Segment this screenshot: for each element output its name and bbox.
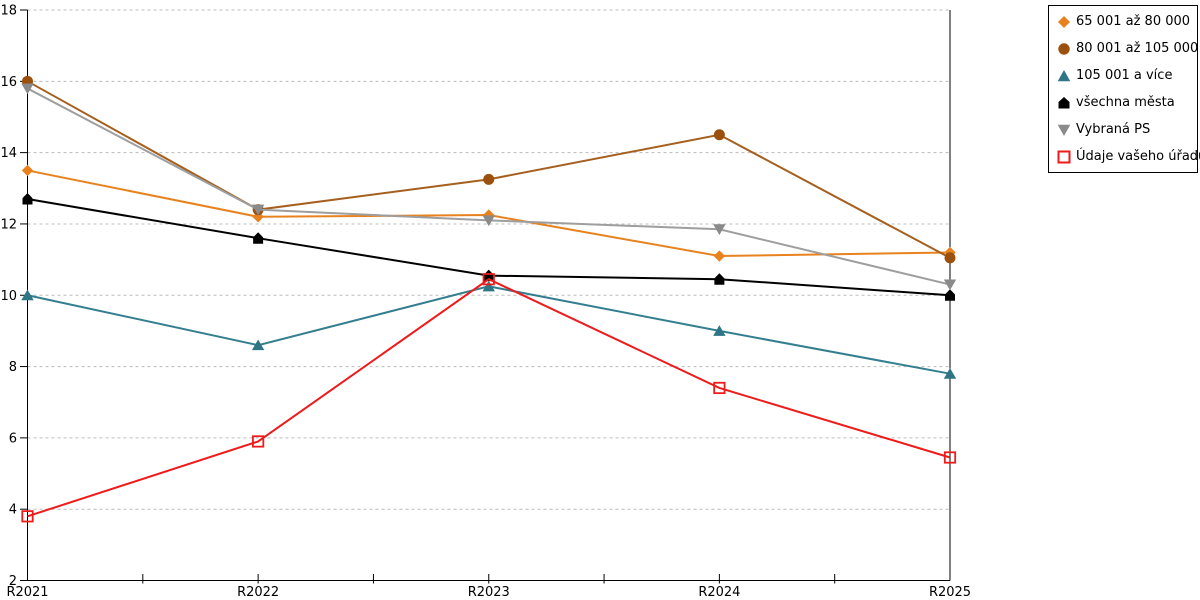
data-point-home [22,192,33,205]
triangle-up-icon [1057,69,1071,81]
data-point-diamond [483,209,495,221]
triangle-down-icon [1057,124,1071,136]
x-tick-label: R2023 [468,585,510,600]
data-point-triangle-down [943,279,957,291]
data-point-square-open [252,435,265,448]
y-tick-label: 14 [0,146,17,161]
x-tick-label: R2025 [929,585,971,600]
data-point-circle [713,129,725,141]
data-point-square-open [482,273,495,286]
data-point-square-open [21,510,34,523]
data-point-triangle-up [482,280,495,292]
y-tick-label: 18 [0,4,17,19]
data-point-square-open [713,381,726,395]
y-tick-label: 4 [9,503,17,518]
circle-icon [1058,42,1070,55]
series-line-1 [27,80,951,259]
y-tick-label: 6 [9,431,17,446]
data-point-triangle-up [251,339,265,351]
data-point-square-open [943,451,957,464]
chart-legend: 65 001 až 80 000 80 001 až 105 000 105 0… [1048,5,1200,173]
legend-label: 105 001 a více [1076,68,1173,83]
data-point-home [253,232,264,244]
data-point-home [714,273,725,285]
data-point-triangle-down [713,224,726,235]
legend-item-65001-80000: 65 001 až 80 000 [1057,9,1197,35]
y-tick-label: 2 [9,574,17,589]
legend-item-your-office: Údaje vašeho úřadu [1057,144,1200,170]
legend-item-all-cities: všechna města [1057,90,1197,116]
legend-label: Vybraná PS [1076,122,1151,137]
series-line-5 [27,278,951,518]
data-point-diamond [21,164,34,177]
y-tick-label: 12 [0,217,17,232]
data-point-diamond [713,250,726,262]
series-line-2 [27,285,951,375]
x-tick-label: R2024 [698,585,740,600]
legend-label: 65 001 až 80 000 [1076,14,1191,29]
legend-item-80001-105000: 80 001 až 105 000 [1057,36,1199,62]
y-tick-label: 8 [9,360,17,375]
data-point-circle [483,173,495,185]
legend-item-105001-plus: 105 001 a více [1057,63,1197,89]
data-point-triangle-up [943,367,957,379]
x-tick-label: R2022 [237,585,279,600]
data-point-home [483,269,494,282]
y-tick-label: 16 [0,75,17,90]
square-open-icon [1057,150,1071,163]
data-point-triangle-down [251,204,265,216]
x-tick-label: R2021 [6,585,48,600]
data-point-triangle-down [21,83,34,95]
data-point-triangle-up [21,289,34,301]
data-point-triangle-down [482,215,495,227]
legend-label: Údaje vašeho úřadu [1076,149,1200,164]
data-point-circle [944,252,956,264]
home-icon [1058,96,1070,108]
legend-item-vybrana-ps: Vybraná PS [1057,117,1197,143]
y-tick-label: 10 [0,289,17,304]
legend-label: 80 001 až 105 000 [1076,41,1199,56]
legend-label: všechna města [1076,95,1175,110]
data-point-triangle-up [713,325,726,336]
data-point-home [945,289,955,301]
diamond-icon [1058,15,1070,28]
